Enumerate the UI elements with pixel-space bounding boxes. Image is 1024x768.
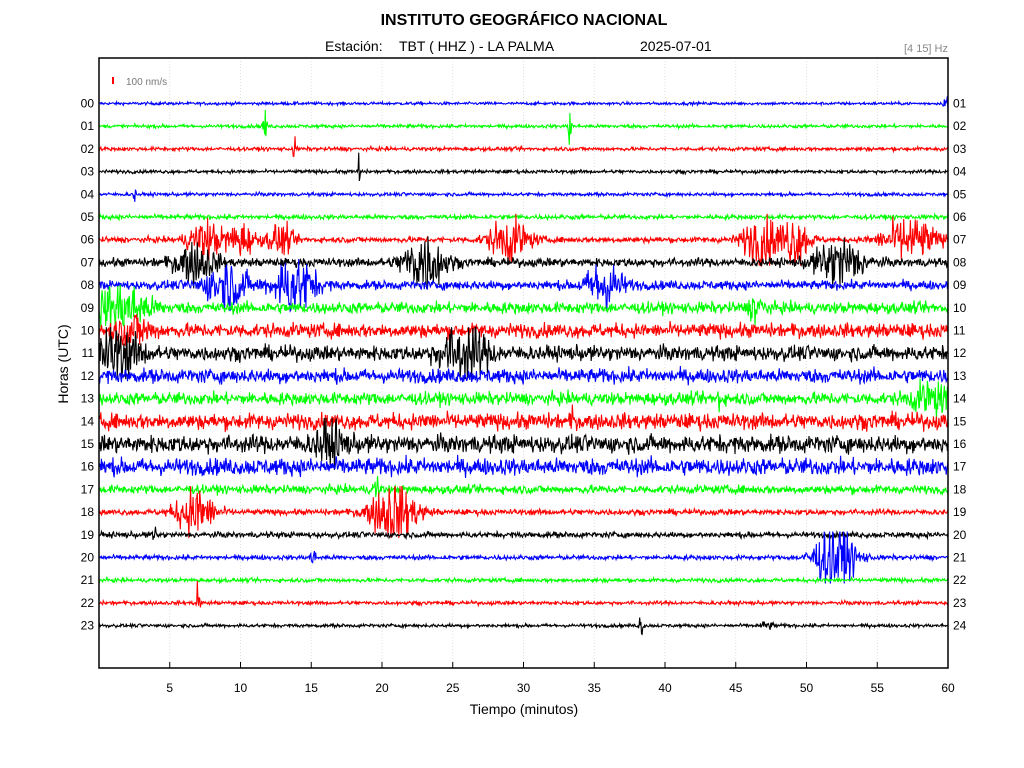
seismic-trace-01 (98, 109, 949, 145)
right-hour-label: 16 (953, 437, 967, 451)
date-label: 2025-07-01 (640, 38, 712, 54)
left-hour-label: 10 (81, 324, 95, 338)
right-hour-label: 12 (953, 346, 967, 360)
x-tick-label: 20 (375, 681, 389, 695)
right-hour-label: 23 (953, 596, 967, 610)
right-hour-label: 19 (953, 505, 967, 519)
right-hour-label: 14 (953, 392, 967, 406)
right-hour-label: 18 (953, 482, 967, 496)
seismic-trace-09 (98, 284, 949, 334)
x-tick-label: 55 (871, 681, 885, 695)
left-hour-label: 14 (81, 414, 95, 428)
left-hour-label: 12 (81, 369, 95, 383)
right-hour-label: 06 (953, 210, 967, 224)
seismic-trace-16 (98, 454, 949, 479)
seismic-trace-04 (98, 189, 949, 202)
seismic-trace-07 (98, 236, 949, 289)
seismic-trace-06 (98, 213, 949, 268)
left-hour-label: 01 (81, 119, 95, 133)
left-hour-label: 18 (81, 505, 95, 519)
x-axis-label: Tiempo (minutos) (470, 701, 578, 717)
filter-label: [4 15] Hz (904, 43, 948, 55)
right-hour-label: 09 (953, 278, 967, 292)
left-hour-label: 13 (81, 392, 95, 406)
right-hour-labels: 01 02 03 04 05 06 07 08 09 10 11 12 13 14 15 16 17 18 19 20… (953, 97, 967, 633)
left-hour-label: 03 (81, 165, 95, 179)
right-hour-label: 11 (953, 324, 966, 338)
right-hour-label: 03 (953, 142, 967, 156)
x-tick-label: 50 (800, 681, 814, 695)
x-tick-label: 25 (446, 681, 460, 695)
seismic-trace-03 (98, 152, 949, 182)
left-hour-label: 23 (81, 619, 95, 633)
seismic-trace-13 (98, 378, 949, 419)
seismic-trace-02 (98, 136, 949, 157)
left-hour-label: 16 (81, 460, 95, 474)
right-hour-label: 10 (953, 301, 967, 315)
x-tick-label: 45 (729, 681, 743, 695)
right-hour-label: 24 (953, 619, 967, 633)
left-hour-labels: 00 01 02 03 04 05 06 07 08 09 10 11 12 13 14 15 16 17 18 19… (81, 97, 95, 633)
seismic-trace-12 (98, 366, 949, 386)
x-tick-label: 40 (658, 681, 672, 695)
scale-bar (112, 77, 114, 84)
seismic-trace-23 (98, 617, 949, 636)
right-hour-label: 04 (953, 165, 967, 179)
seismic-trace-10 (98, 314, 949, 347)
right-hour-label: 02 (953, 119, 967, 133)
right-hour-label: 01 (953, 97, 967, 111)
seismic-trace-18 (98, 486, 949, 539)
seismic-trace-11 (98, 326, 949, 380)
left-hour-label: 05 (81, 210, 95, 224)
x-tick-label: 15 (305, 681, 319, 695)
left-hour-label: 00 (81, 97, 95, 111)
right-hour-label: 21 (953, 551, 967, 565)
left-hour-label: 07 (81, 255, 95, 269)
left-hour-label: 06 (81, 233, 95, 247)
seismic-trace-08 (98, 259, 949, 313)
left-hour-label: 22 (81, 596, 95, 610)
seismic-trace-22 (98, 580, 949, 608)
seismic-trace-00 (98, 95, 949, 113)
seismic-trace-19 (98, 526, 949, 541)
right-hour-label: 22 (953, 573, 967, 587)
left-hour-label: 15 (81, 437, 95, 451)
right-hour-label: 15 (953, 414, 967, 428)
x-tick-label: 30 (517, 681, 531, 695)
left-hour-label: 09 (81, 301, 95, 315)
seismic-trace-14 (98, 404, 949, 433)
seismic-trace-17 (98, 476, 949, 498)
right-hour-label: 20 (953, 528, 967, 542)
left-hour-label: 17 (81, 482, 95, 496)
traces (98, 95, 949, 636)
seismic-trace-15 (98, 417, 949, 471)
right-hour-label: 13 (953, 369, 967, 383)
x-tick-label: 10 (234, 681, 248, 695)
plot-frame (98, 57, 949, 669)
seismic-trace-20 (98, 531, 949, 584)
right-hour-label: 08 (953, 255, 967, 269)
right-hour-label: 17 (953, 460, 967, 474)
right-hour-label: 07 (953, 233, 967, 247)
seismic-trace-21 (98, 575, 949, 585)
left-hour-label: 11 (82, 346, 95, 360)
station-label: TBT ( HHZ ) - LA PALMA (399, 38, 555, 54)
left-hour-label: 20 (81, 551, 95, 565)
left-hour-label: 02 (81, 142, 95, 156)
left-hour-label: 04 (81, 187, 95, 201)
scale-label: 100 nm/s (126, 77, 167, 88)
x-tick-label: 60 (941, 681, 955, 695)
left-hour-label: 21 (81, 573, 95, 587)
x-tick-label: 5 (166, 681, 173, 695)
right-hour-label: 05 (953, 187, 967, 201)
chart-title: INSTITUTO GEOGRÁFICO NACIONAL (381, 10, 668, 29)
seismic-trace-05 (98, 212, 949, 222)
x-tick-labels: 5 10 15 20 25 30 35 40 45 50 55 60 (166, 681, 955, 695)
x-tick-label: 35 (588, 681, 602, 695)
station-prefix: Estación: (325, 38, 383, 54)
left-hour-label: 08 (81, 278, 95, 292)
left-hour-label: 19 (81, 528, 95, 542)
y-axis-label: Horas (UTC) (55, 324, 71, 403)
